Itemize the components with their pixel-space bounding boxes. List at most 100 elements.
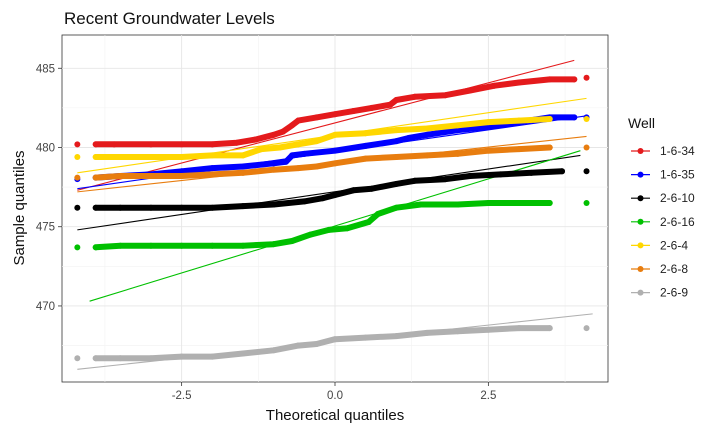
data-point [332,147,338,154]
data-point [528,169,535,176]
data-point [289,152,296,159]
data-point [147,173,154,180]
legend-item: 1-6-34 [631,144,695,158]
legend-label: 2-6-8 [660,262,688,276]
data-point [583,325,590,332]
data-point [295,342,302,349]
data-point [332,131,338,138]
data-point [583,115,590,122]
data-point [516,199,523,206]
y-tick-label: 475 [36,222,55,234]
point-band [92,116,553,160]
x-axis-title: Theoretical quantiles [266,407,404,424]
data-point [332,336,338,343]
data-point [350,187,357,194]
data-point [233,139,240,146]
data-point [147,141,154,148]
data-point [546,115,553,122]
data-point [117,204,124,211]
data-point [393,96,400,103]
data-point [362,334,369,341]
data-point [546,199,553,206]
data-point [546,76,553,83]
data-point [117,154,124,161]
legend-label: 1-6-35 [660,168,695,182]
data-point [516,325,523,332]
data-point [583,74,590,81]
data-point [270,347,277,354]
legend-point-key [637,171,644,178]
legend-point-key [637,148,644,154]
x-axis: -2.5 0.0 2.5 [172,382,496,402]
data-point [147,355,154,362]
data-point [239,169,246,176]
data-point [393,180,400,187]
data-point [411,177,418,184]
data-point [178,353,185,360]
data-point [411,93,418,100]
data-point [454,328,461,335]
series-2-6-8 [74,144,590,181]
data-point [289,122,296,129]
data-point [516,146,523,153]
data-point [178,141,185,148]
data-point [239,163,246,170]
data-point [424,125,431,132]
data-point [111,141,118,148]
point-band [92,114,578,181]
qq-reference-line [77,59,575,191]
data-point [295,117,302,124]
point-band [92,76,578,148]
data-point [239,203,246,210]
data-point [178,168,185,175]
legend-label: 1-6-34 [660,144,695,158]
qq-reference-line [77,154,581,231]
data-point [147,154,154,161]
data-point [424,152,431,159]
data-point [485,147,492,154]
data-point [516,117,523,124]
data-point [301,150,308,157]
series-2-6-9 [74,325,590,362]
y-tick-label: 470 [36,301,55,313]
data-point [178,173,185,180]
data-point [252,136,259,143]
legend-item: 2-6-9 [631,286,688,300]
data-point [546,144,553,151]
data-point [466,173,473,180]
data-point [74,174,81,181]
data-point [147,204,154,211]
series-1-6-34 [74,74,590,148]
y-tick-label: 480 [36,142,55,154]
data-point [362,130,369,137]
data-point [289,237,296,244]
legend-point-key [637,242,644,249]
data-point [282,158,289,165]
series-2-6-4 [74,115,590,161]
data-point [393,154,400,161]
data-point [276,144,283,151]
data-point [583,168,590,175]
data-point [209,165,216,172]
data-point [279,128,286,135]
data-point [393,138,400,145]
data-point [301,198,308,205]
legend-label: 2-6-4 [660,238,688,252]
x-tick-label: -2.5 [172,390,192,402]
data-point [270,160,277,167]
legend-label: 2-6-9 [660,286,688,300]
legend-title: Well [628,115,655,131]
data-point [583,199,590,206]
data-point [546,325,553,332]
data-point [147,242,154,249]
data-point [454,127,461,134]
data-point [558,168,565,175]
data-point [239,152,246,159]
data-point [74,244,81,251]
data-point [497,171,504,178]
data-point [350,108,357,115]
data-point [466,87,473,94]
data-point [209,204,216,211]
x-tick-label: 0.0 [327,390,343,402]
